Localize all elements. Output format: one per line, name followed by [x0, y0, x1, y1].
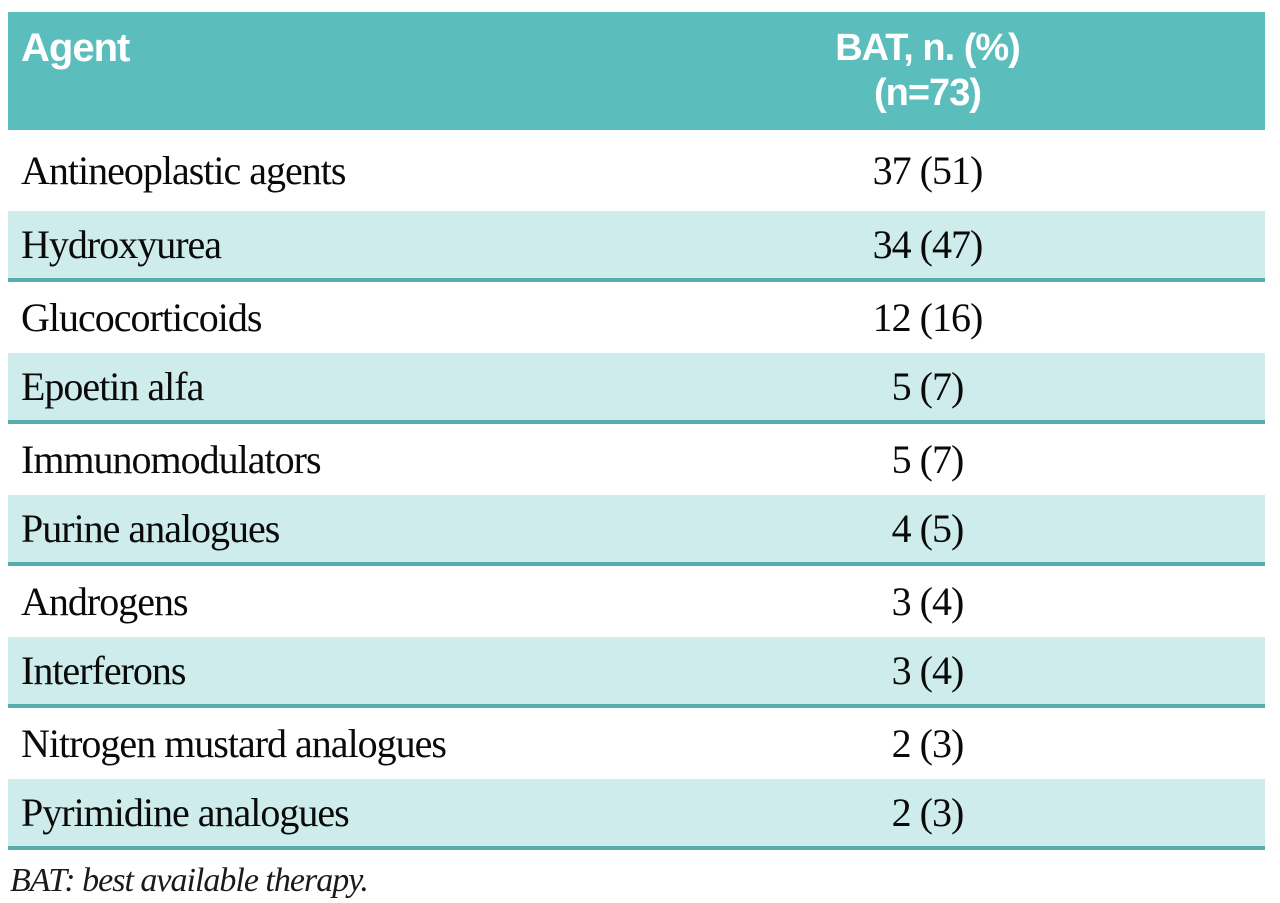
bat-agents-table: Agent BAT, n. (%) (n=73) Antineoplastic … [8, 12, 1265, 850]
bat-value-cell: 5 (7) [891, 437, 965, 482]
bat-value-cell: 3 (4) [891, 648, 965, 693]
agent-name-cell: Hydroxyurea [21, 222, 222, 267]
bat-value-cell: 5 (7) [891, 364, 965, 409]
table-row: Immunomodulators 5 (7) [8, 424, 1265, 495]
agent-name-cell: Pyrimidine analogues [21, 790, 350, 835]
bat-value-cell: 2 (3) [891, 721, 965, 766]
agent-name-cell: Immunomodulators [21, 437, 322, 482]
table-footnote: BAT: best available therapy. [10, 862, 369, 899]
agent-name-cell: Antineoplastic agents [21, 148, 346, 193]
column-header-bat: BAT, n. (%) (n=73) [640, 12, 1215, 130]
agent-name-cell: Purine analogues [21, 506, 280, 551]
agent-name-cell: Interferons [21, 648, 186, 693]
bat-value-cell: 3 (4) [891, 579, 965, 624]
agent-name-cell: Androgens [21, 579, 189, 624]
column-header-agent: Agent [21, 26, 130, 70]
bat-value-cell: 4 (5) [891, 506, 965, 551]
column-header-bat-line2: (n=73) [874, 71, 982, 114]
agent-name-cell: Epoetin alfa [21, 364, 204, 409]
table-row: Pyrimidine analogues 2 (3) [8, 779, 1265, 850]
table-header-row: Agent BAT, n. (%) (n=73) [8, 12, 1265, 130]
agent-name-cell: Glucocorticoids [21, 295, 263, 340]
table-row: Purine analogues 4 (5) [8, 495, 1265, 566]
bat-value-cell: 12 (16) [872, 295, 984, 340]
table-row: Epoetin alfa 5 (7) [8, 353, 1265, 424]
table-row: Nitrogen mustard analogues 2 (3) [8, 708, 1265, 779]
agent-name-cell: Nitrogen mustard analogues [21, 721, 447, 766]
table-body: Antineoplastic agents 37 (51) Hydroxyure… [8, 130, 1265, 850]
table-row: Interferons 3 (4) [8, 637, 1265, 708]
table-row: Antineoplastic agents 37 (51) [8, 130, 1265, 211]
table-row: Androgens 3 (4) [8, 566, 1265, 637]
column-header-bat-line1: BAT, n. (%) [835, 27, 1021, 69]
bat-value-cell: 2 (3) [891, 790, 965, 835]
table-row: Glucocorticoids 12 (16) [8, 282, 1265, 353]
bat-value-cell: 34 (47) [872, 222, 984, 267]
table-row: Hydroxyurea 34 (47) [8, 211, 1265, 282]
bat-value-cell: 37 (51) [872, 148, 984, 193]
